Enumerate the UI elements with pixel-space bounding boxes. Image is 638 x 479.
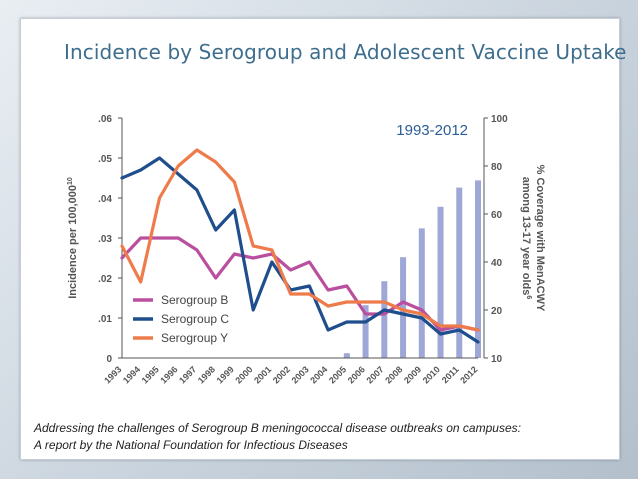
coverage-bar-2007	[381, 281, 388, 358]
y-tick-label: .06	[98, 114, 112, 125]
coverage-bar-2012	[475, 180, 481, 358]
series-line-serogroup-y	[120, 148, 480, 332]
x-tick-label-2001: 2001	[252, 364, 273, 385]
x-tick-label-2012: 2012	[458, 364, 479, 385]
coverage-bar-2008	[400, 257, 407, 358]
coverage-bar-2006	[362, 305, 369, 358]
y2-tick-label: 80	[491, 162, 503, 173]
y2-tick-label: 40	[491, 258, 503, 269]
x-tick-label-2004: 2004	[308, 364, 329, 385]
x-tick-label-1999: 1999	[215, 364, 236, 385]
x-tick-label-2005: 2005	[327, 364, 348, 385]
x-tick-label-1994: 1994	[121, 364, 142, 385]
x-tick-label-2006: 2006	[346, 364, 367, 385]
x-tick-label-2002: 2002	[271, 364, 292, 385]
series-line-serogroup-c	[120, 156, 480, 344]
x-tick-label-2008: 2008	[383, 364, 404, 385]
y2-tick-label: 10	[491, 354, 503, 365]
x-tick-label-2010: 2010	[421, 364, 442, 385]
x-tick-label-2000: 2000	[233, 364, 254, 385]
x-tick-label-1995: 1995	[140, 364, 161, 385]
x-tick-label-1996: 1996	[158, 364, 179, 385]
x-tick-label-2009: 2009	[402, 364, 423, 385]
y2-tick-label: 100	[491, 114, 508, 125]
y-tick-label: .01	[98, 314, 112, 325]
slide-frame	[20, 18, 620, 460]
coverage-bar-2005	[343, 353, 350, 358]
y-tick-label: .04	[98, 194, 112, 205]
series-line-serogroup-b	[120, 236, 480, 332]
coverage-bar-2009	[418, 228, 425, 358]
y2-tick-label: 60	[491, 210, 503, 221]
y2-tick-label: 20	[491, 306, 503, 317]
x-tick-label-2003: 2003	[290, 364, 311, 385]
y-axis-label: Incidence per 100,00010	[67, 177, 79, 299]
citation-line-1: Addressing the challenges of Serogroup B…	[34, 421, 521, 435]
y-tick-label: .05	[98, 154, 112, 165]
coverage-bar-2011	[456, 187, 463, 358]
coverage-bar-2010	[437, 206, 444, 358]
legend-label-serogroup-b: Serogroup B	[161, 293, 228, 307]
citation: Addressing the challenges of Serogroup B…	[34, 420, 521, 454]
x-tick-label-2011: 2011	[440, 364, 461, 385]
x-tick-label-1993: 1993	[102, 364, 123, 385]
legend-label-serogroup-c: Serogroup C	[161, 312, 229, 326]
x-tick-label-2007: 2007	[364, 364, 385, 385]
legend-label-serogroup-y: Serogroup Y	[161, 331, 228, 345]
y-tick-label: 0	[106, 354, 112, 365]
chart-title: 1993-2012	[396, 122, 468, 139]
y-tick-label: .03	[98, 234, 112, 245]
citation-line-2: A report by the National Foundation for …	[34, 438, 348, 452]
y2-axis-label-line-1: % Coverage with MenACWY	[534, 165, 546, 312]
y-tick-label: .02	[98, 274, 112, 285]
slide-title: Incidence by Serogroup and Adolescent Va…	[64, 40, 627, 64]
x-tick-label-1997: 1997	[177, 364, 198, 385]
y2-axis-label-line-2: among 13-17 year olds6	[520, 177, 532, 300]
x-tick-label-1998: 1998	[196, 364, 217, 385]
